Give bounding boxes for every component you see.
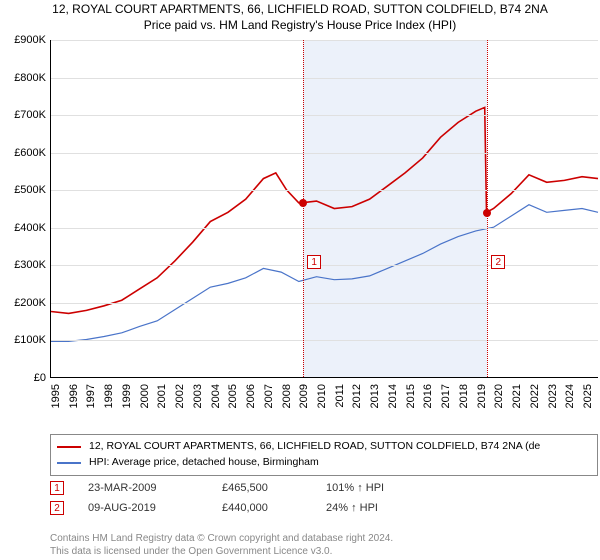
chart-lines xyxy=(51,40,598,377)
x-axis-label: 2011 xyxy=(334,384,346,408)
gridline xyxy=(51,228,598,229)
event-row-marker: 1 xyxy=(50,481,64,495)
x-axis-label: 2012 xyxy=(351,384,363,408)
x-axis-label: 2021 xyxy=(511,384,523,408)
series-hpi xyxy=(51,205,598,342)
event-row: 2 09-AUG-2019 £440,000 24% ↑ HPI xyxy=(50,498,598,518)
event-marker: 2 xyxy=(491,255,505,269)
x-axis-label: 2023 xyxy=(547,384,559,408)
gridline xyxy=(51,340,598,341)
gridline xyxy=(51,115,598,116)
x-axis-label: 2013 xyxy=(369,384,381,408)
event-date: 23-MAR-2009 xyxy=(88,482,198,494)
gridline xyxy=(51,153,598,154)
legend-swatch xyxy=(57,462,81,464)
x-axis-label: 2022 xyxy=(529,384,541,408)
x-axis-label: 2016 xyxy=(422,384,434,408)
event-vline xyxy=(303,40,304,377)
chart: 12 xyxy=(0,36,600,426)
plot-area: 12 xyxy=(50,40,598,378)
y-axis-label: £100K xyxy=(14,334,46,346)
title-subtitle: Price paid vs. HM Land Registry's House … xyxy=(0,18,600,34)
events-table: 1 23-MAR-2009 £465,500 101% ↑ HPI 2 09-AUG-20… xyxy=(50,478,598,518)
series-property xyxy=(51,107,598,313)
legend-swatch xyxy=(57,446,81,448)
legend: 12, ROYAL COURT APARTMENTS, 66, LICHFIEL… xyxy=(50,434,598,476)
x-axis-label: 2019 xyxy=(476,384,488,408)
y-axis-label: £900K xyxy=(14,34,46,46)
x-axis-label: 2017 xyxy=(440,384,452,408)
x-axis-label: 2000 xyxy=(139,384,151,408)
gridline xyxy=(51,303,598,304)
event-dot xyxy=(483,209,491,217)
event-row: 1 23-MAR-2009 £465,500 101% ↑ HPI xyxy=(50,478,598,498)
x-axis-label: 2010 xyxy=(316,384,328,408)
x-axis-label: 2001 xyxy=(156,384,168,408)
gridline xyxy=(51,78,598,79)
x-axis-label: 2018 xyxy=(458,384,470,408)
event-marker: 1 xyxy=(307,255,321,269)
gridline xyxy=(51,265,598,266)
x-axis-label: 2009 xyxy=(298,384,310,408)
y-axis-label: £600K xyxy=(14,147,46,159)
x-axis-label: 2008 xyxy=(281,384,293,408)
x-axis-label: 1995 xyxy=(50,384,62,408)
x-axis-label: 2005 xyxy=(227,384,239,408)
legend-row: 12, ROYAL COURT APARTMENTS, 66, LICHFIEL… xyxy=(57,439,591,455)
y-axis-label: £200K xyxy=(14,297,46,309)
event-pct: 24% ↑ HPI xyxy=(326,502,426,514)
x-axis-label: 1996 xyxy=(68,384,80,408)
title-address: 12, ROYAL COURT APARTMENTS, 66, LICHFIEL… xyxy=(0,0,600,18)
x-axis-label: 2003 xyxy=(192,384,204,408)
x-axis-label: 2014 xyxy=(387,384,399,408)
x-axis-label: 2006 xyxy=(245,384,257,408)
y-axis-label: £300K xyxy=(14,259,46,271)
event-price: £440,000 xyxy=(222,502,302,514)
x-axis-label: 2015 xyxy=(405,384,417,408)
gridline xyxy=(51,190,598,191)
x-axis-label: 2004 xyxy=(210,384,222,408)
x-axis-label: 2002 xyxy=(174,384,186,408)
y-axis-label: £800K xyxy=(14,72,46,84)
x-axis-label: 1999 xyxy=(121,384,133,408)
legend-label: HPI: Average price, detached house, Birm… xyxy=(89,455,319,471)
event-date: 09-AUG-2019 xyxy=(88,502,198,514)
y-axis-label: £400K xyxy=(14,222,46,234)
y-axis-label: £500K xyxy=(14,184,46,196)
x-axis-label: 1997 xyxy=(85,384,97,408)
x-axis-label: 2020 xyxy=(493,384,505,408)
legend-row: HPI: Average price, detached house, Birm… xyxy=(57,455,591,471)
event-price: £465,500 xyxy=(222,482,302,494)
event-dot xyxy=(299,199,307,207)
footer-line2: This data is licensed under the Open Gov… xyxy=(50,545,598,558)
x-axis-label: 2007 xyxy=(263,384,275,408)
x-axis-label: 2025 xyxy=(582,384,594,408)
event-pct: 101% ↑ HPI xyxy=(326,482,426,494)
x-axis-label: 2024 xyxy=(564,384,576,408)
legend-label: 12, ROYAL COURT APARTMENTS, 66, LICHFIEL… xyxy=(89,439,540,455)
chart-container: 12, ROYAL COURT APARTMENTS, 66, LICHFIEL… xyxy=(0,0,600,560)
event-row-marker: 2 xyxy=(50,501,64,515)
y-axis-label: £0 xyxy=(34,372,46,384)
footer-line1: Contains HM Land Registry data © Crown c… xyxy=(50,532,598,545)
gridline xyxy=(51,40,598,41)
x-axis-label: 1998 xyxy=(103,384,115,408)
footer: Contains HM Land Registry data © Crown c… xyxy=(50,532,598,558)
y-axis-label: £700K xyxy=(14,109,46,121)
